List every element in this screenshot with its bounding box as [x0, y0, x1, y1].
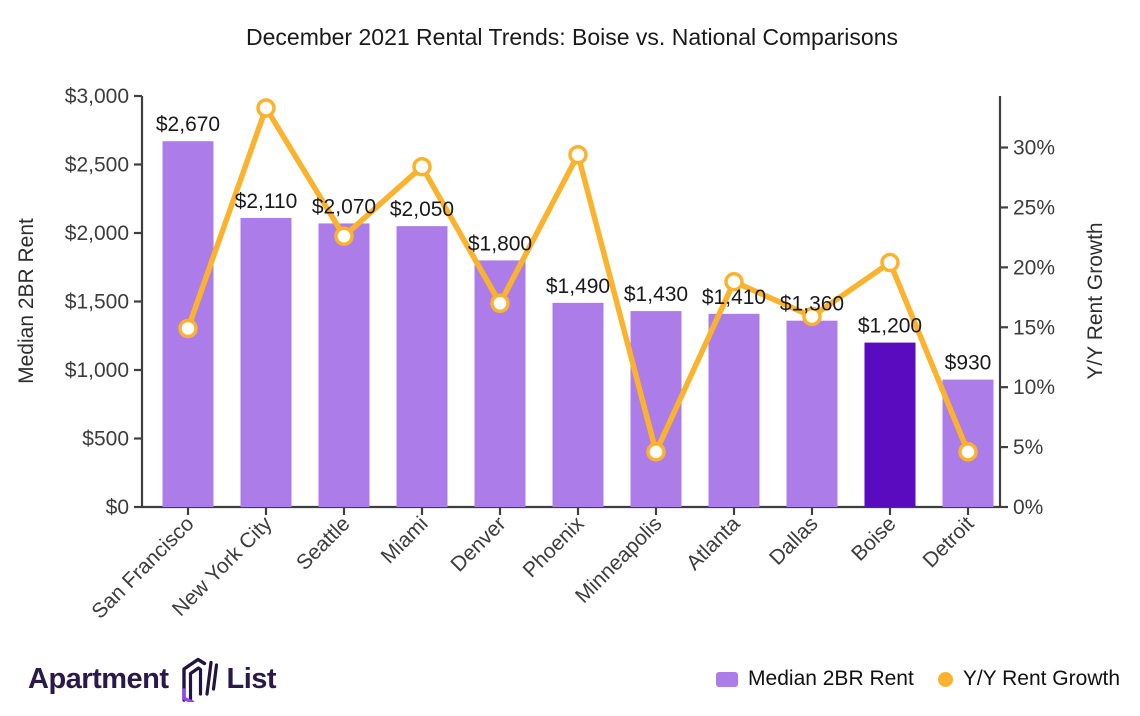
x-axis-label-dallas: Dallas [765, 512, 823, 570]
x-axis-label-phoenix: Phoenix [519, 512, 589, 582]
legend-item-rent-growth: Y/Y Rent Growth [937, 667, 1120, 691]
right-axis-tick-label: 0% [1013, 496, 1043, 519]
marker-new-york-city [256, 98, 276, 118]
right-axis-tick-label: 10% [1013, 376, 1055, 399]
apartment-list-logo: Apartment List [28, 656, 277, 702]
left-axis-tick-label: $1,000 [65, 359, 129, 382]
logo-text-list: List [226, 662, 277, 695]
legend-bar-swatch [716, 671, 739, 687]
marker-denver [490, 293, 510, 314]
marker-san-francisco [178, 318, 198, 339]
apartment-list-logo-icon [181, 657, 218, 702]
marker-dallas [802, 306, 822, 327]
x-axis-label-miami: Miami [377, 512, 433, 568]
logo-text-apartment: Apartment [28, 662, 169, 695]
bar-value-label-san-francisco: $2,670 [156, 113, 220, 136]
bar-new-york-city [240, 217, 292, 507]
legend-line-swatch [937, 671, 953, 687]
right-axis-tick-label: 20% [1013, 256, 1055, 279]
x-axis-label-denver: Denver [446, 512, 510, 576]
left-axis-tick-label: $3,000 [65, 85, 129, 108]
bar-value-label-seattle: $2,070 [312, 195, 376, 218]
bar-seattle [318, 223, 370, 507]
bar-miami [396, 226, 448, 507]
left-axis-title: Median 2BR Rent [15, 218, 38, 384]
bar-boise [864, 342, 916, 507]
right-axis-tick-label: 15% [1013, 316, 1055, 339]
x-axis-label-boise: Boise [847, 512, 900, 565]
bar-atlanta [708, 313, 760, 507]
bar-value-label-minneapolis: $1,430 [624, 283, 688, 306]
marker-miami [412, 156, 432, 177]
legend-line-label: Y/Y Rent Growth [962, 667, 1120, 690]
left-axis-tick-label: $0 [106, 496, 129, 519]
right-axis-tick-label: 30% [1013, 137, 1055, 160]
marker-phoenix [568, 144, 588, 165]
bar-value-label-miami: $2,050 [390, 198, 454, 221]
right-axis-title: Y/Y Rent Growth [1084, 222, 1107, 379]
rental-trends-chart: December 2021 Rental Trends: Boise vs. N… [15, 24, 1107, 623]
legend-bar-label: Median 2BR Rent [748, 667, 914, 690]
bar-value-label-phoenix: $1,490 [546, 275, 610, 298]
left-axis-tick-label: $500 [82, 428, 129, 451]
bar-value-label-new-york-city: $2,110 [235, 190, 298, 213]
marker-atlanta [724, 271, 744, 292]
chart-legend: Median 2BR Rent Y/Y Rent Growth [716, 667, 1120, 691]
left-axis-tick-label: $1,500 [65, 291, 129, 314]
chart-title: December 2021 Rental Trends: Boise vs. N… [246, 24, 898, 50]
bar-value-label-detroit: $930 [945, 352, 992, 375]
left-axis-tick-label: $2,000 [65, 222, 129, 245]
right-axis-tick-label: 25% [1013, 196, 1055, 219]
bar-dallas [786, 320, 838, 507]
marker-detroit [958, 442, 978, 462]
bar-value-label-atlanta: $1,410 [702, 286, 766, 309]
marker-minneapolis [646, 442, 666, 462]
bar-value-label-boise: $1,200 [858, 315, 922, 338]
footer: Apartment List Median 2BR Rent Y/Y Rent … [28, 650, 1120, 708]
legend-item-median-rent: Median 2BR Rent [716, 667, 914, 691]
x-axis-label-detroit: Detroit [919, 512, 979, 572]
bar-value-label-denver: $1,800 [468, 232, 532, 255]
left-axis-tick-label: $2,500 [65, 154, 129, 177]
x-axis-label-atlanta: Atlanta [682, 512, 745, 575]
x-axis-label-seattle: Seattle [292, 512, 355, 575]
right-axis-tick-label: 5% [1013, 436, 1043, 459]
marker-seattle [334, 226, 354, 246]
bar-phoenix [552, 302, 604, 507]
marker-boise [880, 252, 900, 273]
bar-value-label-dallas: $1,360 [780, 293, 844, 316]
